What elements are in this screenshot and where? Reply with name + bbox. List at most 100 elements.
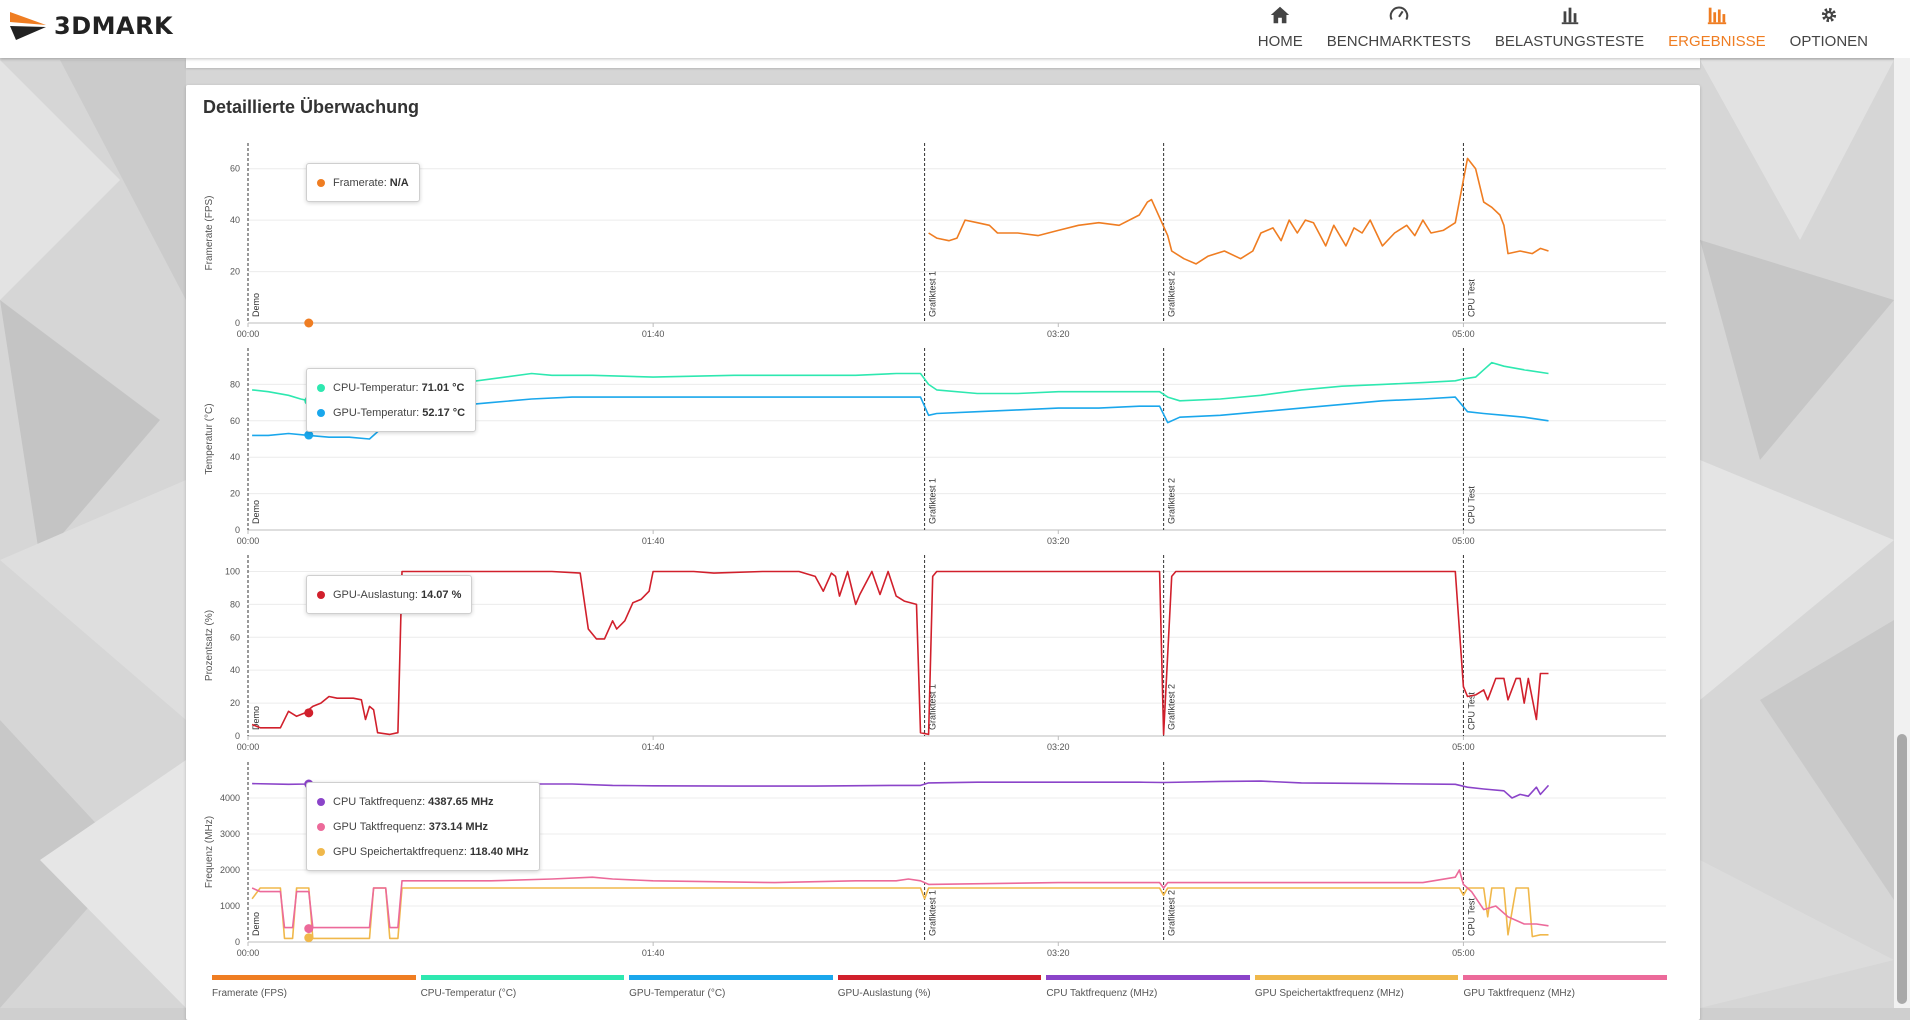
chart-tooltip: CPU Taktfrequenz: 4387.65 MHz GPU Taktfreq… xyxy=(306,782,540,871)
tooltip-row: CPU-Temperatur: 71.01 °C xyxy=(317,375,465,400)
tooltip-dot-icon xyxy=(317,590,325,599)
y-tick-label: 0 xyxy=(235,937,240,947)
x-tick-label: 01:40 xyxy=(642,948,665,958)
test-marker-label: Grafiktest 1 xyxy=(928,271,938,317)
legend-item[interactable]: CPU Taktfrequenz (MHz) xyxy=(1046,975,1250,999)
legend-color-bar xyxy=(420,975,625,980)
tooltip-dot-icon xyxy=(317,797,325,806)
series-line[interactable] xyxy=(251,570,1549,736)
tooltip-value: 4387.65 MHz xyxy=(428,795,494,808)
test-marker-label: Demo xyxy=(251,293,261,317)
tooltip-value: 71.01 °C xyxy=(421,381,465,394)
brand-name: 3DMARK xyxy=(54,12,174,40)
nav-ergebnisse[interactable]: ERGEBNISSE xyxy=(1656,0,1778,58)
monitoring-panel: Detaillierte Überwachung 0 20 40 60 00:00 01:… xyxy=(186,85,1700,1020)
tooltip-label: CPU-Temperatur: xyxy=(333,381,419,394)
tooltip-row: GPU Taktfrequenz: 373.14 MHz xyxy=(317,814,529,839)
scrollbar-thumb[interactable] xyxy=(1897,734,1907,1004)
cursor-point xyxy=(304,933,314,943)
y-tick-label: 0 xyxy=(235,731,240,741)
legend-color-bar xyxy=(1463,975,1668,980)
legend-item[interactable]: GPU Taktfrequenz (MHz) xyxy=(1463,975,1668,999)
x-tick-label: 01:40 xyxy=(642,742,665,752)
tooltip-row: GPU Speichertaktfrequenz: 118.40 MHz xyxy=(317,839,529,864)
legend-label: CPU Taktfrequenz (MHz) xyxy=(1046,988,1158,999)
tooltip-value: N/A xyxy=(389,176,409,189)
test-marker-label: Demo xyxy=(251,706,261,730)
nav-benchmarktests[interactable]: BENCHMARKTESTS xyxy=(1315,0,1483,58)
page-scrollbar[interactable] xyxy=(1894,58,1910,1008)
legend-label: Framerate (FPS) xyxy=(212,988,288,999)
tooltip-label: GPU Speichertaktfrequenz: xyxy=(333,845,467,858)
legend-item[interactable]: CPU-Temperatur (°C) xyxy=(420,975,625,999)
legend-item[interactable]: GPU Speichertaktfrequenz (MHz) xyxy=(1254,975,1459,999)
cursor-point xyxy=(304,318,314,328)
chart-legend: Framerate (FPS) CPU-Temperatur (°C) GPU-Te… xyxy=(212,975,1672,999)
tooltip-label: CPU Taktfrequenz: xyxy=(333,795,426,808)
legend-label: GPU Taktfrequenz (MHz) xyxy=(1463,988,1575,999)
y-tick-label: 40 xyxy=(230,665,240,675)
y-tick-label: 60 xyxy=(230,164,240,174)
nav-ergebnisse-label: ERGEBNISSE xyxy=(1668,33,1766,50)
test-marker-label: CPU Test xyxy=(1466,279,1476,317)
series-line[interactable] xyxy=(928,157,1549,265)
tooltip-label: Framerate: xyxy=(333,176,387,189)
nav-belastungsteste-label: BELASTUNGSTESTE xyxy=(1494,33,1645,50)
test-marker-label: Grafiktest 2 xyxy=(1167,684,1177,730)
x-tick-label: 01:40 xyxy=(642,536,665,546)
nav-optionen[interactable]: OPTIONEN xyxy=(1778,0,1880,58)
x-tick-label: 05:00 xyxy=(1452,948,1475,958)
tooltip-dot-icon xyxy=(317,847,325,856)
nav-home[interactable]: HOME xyxy=(1246,0,1315,58)
legend-item[interactable]: Framerate (FPS) xyxy=(212,975,416,999)
x-tick-label: 03:20 xyxy=(1047,742,1070,752)
x-tick-label: 00:00 xyxy=(237,742,260,752)
cursor-point xyxy=(304,708,314,718)
nav-belastungsteste[interactable]: BELASTUNGSTESTE xyxy=(1483,0,1656,58)
x-tick-label: 00:00 xyxy=(237,948,260,958)
home-icon xyxy=(1271,6,1290,24)
y-tick-label: 80 xyxy=(230,599,240,609)
y-axis-label: Prozentsatz (%) xyxy=(204,610,215,681)
nav-home-label: HOME xyxy=(1257,33,1303,50)
x-tick-label: 00:00 xyxy=(237,329,260,339)
tooltip-value: 373.14 MHz xyxy=(428,820,489,833)
logo-flame-icon xyxy=(10,12,46,40)
series-line[interactable] xyxy=(251,869,1549,929)
test-marker-label: Grafiktest 1 xyxy=(928,684,938,730)
tooltip-label: GPU Taktfrequenz: xyxy=(333,820,426,833)
tooltip-label: GPU-Temperatur: xyxy=(333,406,420,419)
x-tick-label: 03:20 xyxy=(1047,329,1070,339)
y-axis-label: Frequenz (MHz) xyxy=(204,816,215,888)
test-marker-label: Grafiktest 1 xyxy=(928,478,938,524)
y-tick-label: 1000 xyxy=(220,901,240,911)
tooltip-dot-icon xyxy=(317,383,325,392)
previous-card-edge xyxy=(186,58,1700,68)
x-tick-label: 05:00 xyxy=(1452,536,1475,546)
tooltip-row: Framerate: N/A xyxy=(317,170,409,195)
x-tick-label: 03:20 xyxy=(1047,536,1070,546)
test-marker-label: Grafiktest 2 xyxy=(1167,890,1177,936)
chart-tooltip: GPU-Auslastung: 14.07 % xyxy=(306,575,473,614)
y-axis-label: Framerate (FPS) xyxy=(204,195,215,270)
chart-tooltip: Framerate: N/A xyxy=(306,163,420,202)
y-axis-label: Temperatur (°C) xyxy=(204,403,215,474)
brand-logo[interactable]: 3DMARK xyxy=(8,8,173,44)
legend-color-bar xyxy=(629,975,833,980)
y-tick-label: 4000 xyxy=(220,793,240,803)
series-line[interactable] xyxy=(251,887,1549,940)
app-header: 3DMARK HOME BENCHMARKTESTS BELASTUNGSTES… xyxy=(0,0,1910,58)
tooltip-row: CPU Taktfrequenz: 4387.65 MHz xyxy=(317,789,529,814)
x-tick-label: 00:00 xyxy=(237,536,260,546)
test-marker-label: CPU Test xyxy=(1466,898,1476,936)
tooltip-value: 52.17 °C xyxy=(422,406,466,419)
tooltip-dot-icon xyxy=(317,178,325,187)
test-marker-label: Grafiktest 2 xyxy=(1167,478,1177,524)
tooltip-dot-icon xyxy=(317,408,325,417)
y-tick-label: 20 xyxy=(230,698,240,708)
test-marker-label: CPU Test xyxy=(1466,486,1476,524)
y-tick-label: 20 xyxy=(230,489,240,499)
legend-label: CPU-Temperatur (°C) xyxy=(420,988,517,999)
legend-item[interactable]: GPU-Auslastung (%) xyxy=(837,975,1042,999)
legend-item[interactable]: GPU-Temperatur (°C) xyxy=(629,975,833,999)
